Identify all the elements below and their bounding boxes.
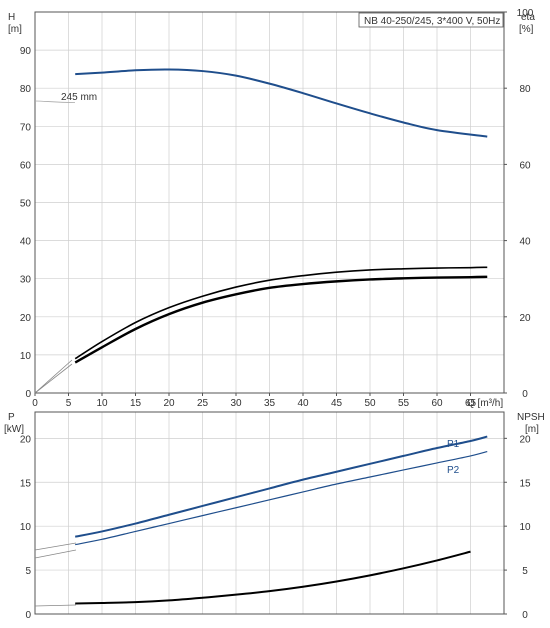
- head-tick-label: 60: [20, 160, 32, 171]
- flow-axis-label: Q [m³/h]: [467, 398, 503, 409]
- eta-tick-label: 20: [519, 313, 531, 324]
- x-tick-label: 30: [230, 398, 242, 409]
- x-tick-label: 20: [163, 398, 175, 409]
- p2-extension-line: [34, 549, 77, 559]
- eta-tick-label: 60: [519, 160, 531, 171]
- head-tick-label: 80: [20, 84, 32, 95]
- npsh-tick-label: 0: [522, 610, 528, 621]
- title-box: [358, 12, 504, 28]
- head-curve: [75, 68, 488, 138]
- power-plot-frame: [34, 411, 505, 615]
- eta-tick-label: 40: [519, 237, 531, 248]
- head-tick-label: 0: [25, 389, 31, 400]
- x-tick-label: 10: [96, 398, 108, 409]
- power-tick-label: 10: [20, 522, 32, 533]
- eta-extension-line: [34, 359, 73, 394]
- npsh-axis-unit: [m]: [525, 424, 539, 435]
- power-tick-label: 5: [25, 566, 31, 577]
- npsh-axis-label: NPSH: [517, 412, 545, 423]
- power-npsh-panel: P [kW] NPSH [m] 0 5 10 15 20 0 5 10 15 20 P1 P2: [4, 411, 545, 621]
- power-axis-unit: [kW]: [4, 424, 24, 435]
- eta-tick-label: 100: [517, 8, 534, 19]
- head-axis-label: H: [8, 12, 15, 23]
- npsh-extension-line: [34, 604, 77, 607]
- npsh-tick-label: 15: [519, 478, 531, 489]
- npsh-tick-label: 20: [519, 434, 531, 445]
- head-axis-unit: [m]: [8, 24, 22, 35]
- head-tick-label: 40: [20, 237, 32, 248]
- p1-power-curve: [75, 435, 488, 538]
- power-tick-label: 15: [20, 478, 32, 489]
- p2-power-curve: [75, 450, 488, 546]
- head-tick-label: 10: [20, 351, 32, 362]
- x-tick-label: 25: [197, 398, 209, 409]
- eta-tick-label: 0: [522, 389, 528, 400]
- x-tick-label: 50: [364, 398, 376, 409]
- p1-series-label: P1: [447, 439, 460, 450]
- power-axis-label: P: [8, 412, 15, 423]
- eta-tick-label: 80: [519, 84, 531, 95]
- npsh-y-ticks: 0 5 10 15 20: [504, 434, 531, 621]
- head-tick-label: 50: [20, 199, 32, 210]
- x-tick-label: 0: [32, 398, 38, 409]
- head-grid: [34, 12, 504, 394]
- head-tick-label: 90: [20, 46, 32, 57]
- npsh-curve: [75, 550, 471, 605]
- power-tick-label: 20: [20, 434, 32, 445]
- x-tick-label: 55: [398, 398, 410, 409]
- annotation-leader-line: [34, 100, 76, 103]
- impeller-diameter-annotation: 245 mm: [61, 92, 97, 103]
- head-efficiency-panel: H [m] eta [%] NB 40-250/245, 3*400 V, 50…: [8, 8, 535, 409]
- eta-axis-unit: [%]: [519, 24, 534, 35]
- head-tick-label: 70: [20, 122, 32, 133]
- efficiency-curve-2: [74, 275, 488, 364]
- power-y-ticks: 0 5 10 15 20: [20, 434, 32, 621]
- x-tick-label: 35: [264, 398, 276, 409]
- power-grid: [34, 412, 504, 615]
- x-tick-label: 60: [431, 398, 443, 409]
- eta-y-ticks: 0 20 40 60 80 100: [504, 8, 534, 400]
- x-tick-label: 5: [66, 398, 72, 409]
- head-tick-label: 30: [20, 275, 32, 286]
- x-tick-label: 40: [297, 398, 309, 409]
- p2-series-label: P2: [447, 465, 460, 476]
- chart-title: NB 40-250/245, 3*400 V, 50Hz: [364, 16, 500, 27]
- npsh-tick-label: 5: [522, 566, 528, 577]
- p1-extension-line: [34, 542, 77, 551]
- head-y-ticks: 0 10 20 30 40 50 60 70 80 90: [20, 46, 32, 400]
- x-tick-label: 45: [331, 398, 343, 409]
- power-tick-label: 0: [25, 610, 31, 621]
- x-tick-label: 15: [130, 398, 142, 409]
- head-tick-label: 20: [20, 313, 32, 324]
- npsh-tick-label: 10: [519, 522, 531, 533]
- x-tick-label: 65: [465, 398, 477, 409]
- eta-extension-line-2: [34, 363, 73, 394]
- efficiency-curve-1: [74, 266, 488, 360]
- eta-axis-label: eta: [521, 12, 535, 23]
- flow-x-ticks: 0 5 10 15 20 25 30 35 40 45 50 55 60 65: [32, 393, 476, 409]
